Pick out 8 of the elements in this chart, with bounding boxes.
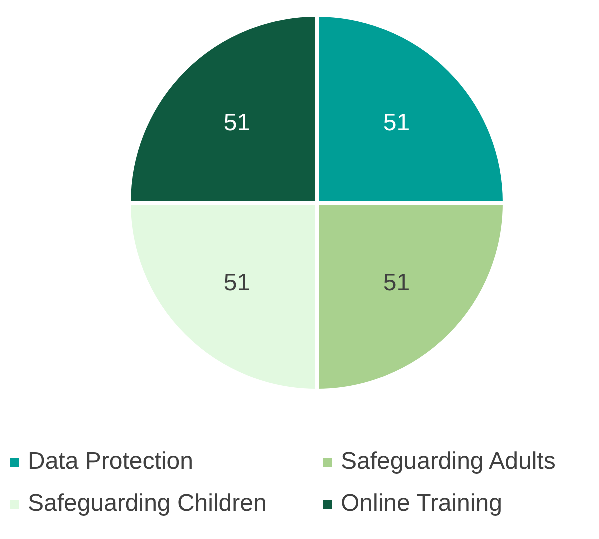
legend-label: Data Protection bbox=[28, 448, 194, 476]
legend-label: Online Training bbox=[341, 490, 502, 518]
data-label: 51 bbox=[224, 110, 251, 137]
data-label: 51 bbox=[224, 269, 251, 296]
legend-label: Safeguarding Children bbox=[28, 490, 267, 518]
legend-label: Safeguarding Adults bbox=[341, 448, 556, 476]
data-label: 51 bbox=[383, 110, 410, 137]
data-label: 51 bbox=[383, 269, 410, 296]
